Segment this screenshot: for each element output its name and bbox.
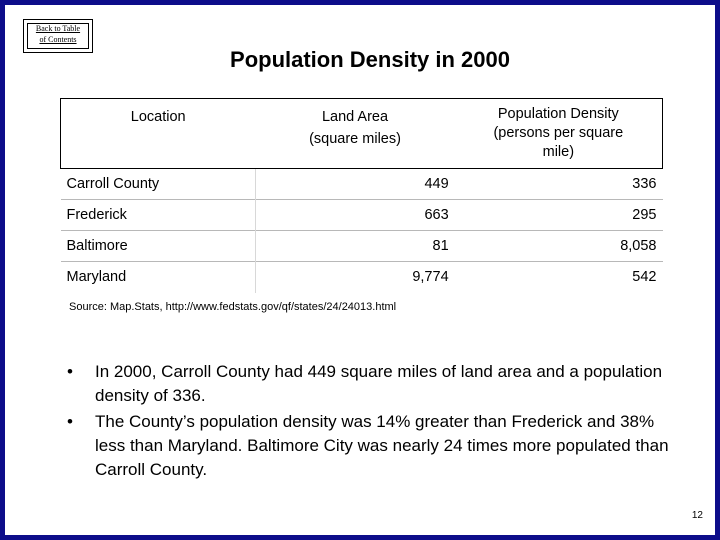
- back-link-line2: of Contents: [39, 35, 77, 44]
- cell-density: 542: [632, 269, 657, 286]
- cell-density: 295: [632, 207, 657, 223]
- cell-density: 336: [632, 176, 657, 192]
- header-density-line2: (persons per square: [493, 125, 624, 141]
- page-title: Population Density in 2000: [230, 47, 510, 72]
- header-land-area-line2: (square miles): [309, 131, 401, 147]
- table-header-row: Location Land Area (square miles) Popula…: [60, 98, 663, 169]
- table-row: Frederick 663 295: [60, 199, 663, 231]
- slide: Back to Table of Contents Population Den…: [5, 5, 715, 535]
- cell-location: Frederick: [66, 207, 127, 223]
- bullet-item: The County’s population density was 14% …: [65, 410, 685, 482]
- bullet-list: In 2000, Carroll County had 449 square m…: [65, 360, 685, 484]
- cell-location: Baltimore: [66, 238, 128, 254]
- back-link-line1: Back to Table: [35, 24, 81, 33]
- cell-density: 8,058: [620, 238, 657, 254]
- header-density-line3: mile): [542, 144, 575, 160]
- cell-location: Carroll County: [66, 176, 160, 192]
- cell-land-area: 663: [254, 199, 455, 231]
- cell-land-area: 9,774: [254, 261, 455, 293]
- cell-land-area: 81: [254, 230, 455, 262]
- source-note: Source: Map.Stats, http://www.fedstats.g…: [69, 301, 397, 313]
- header-population-density: Population Density (persons per square m…: [454, 98, 663, 169]
- cell-location: Maryland: [66, 269, 127, 286]
- header-location: Location: [60, 98, 256, 169]
- header-density-line1: Population Density: [497, 106, 619, 122]
- page-number: 12: [691, 510, 703, 521]
- header-land-area-line1: Land Area: [321, 109, 389, 125]
- bullet-item: In 2000, Carroll County had 449 square m…: [65, 360, 685, 408]
- header-land-area: Land Area (square miles): [255, 98, 455, 169]
- table-row: Carroll County 449 336: [60, 168, 663, 200]
- back-to-toc-link[interactable]: Back to Table of Contents: [23, 19, 93, 53]
- table-row: Baltimore 81 8,058: [60, 230, 663, 262]
- cell-land-area: 449: [254, 168, 455, 200]
- population-density-table: Location Land Area (square miles) Popula…: [60, 98, 663, 293]
- table-row: Maryland 9,774 542: [61, 261, 663, 293]
